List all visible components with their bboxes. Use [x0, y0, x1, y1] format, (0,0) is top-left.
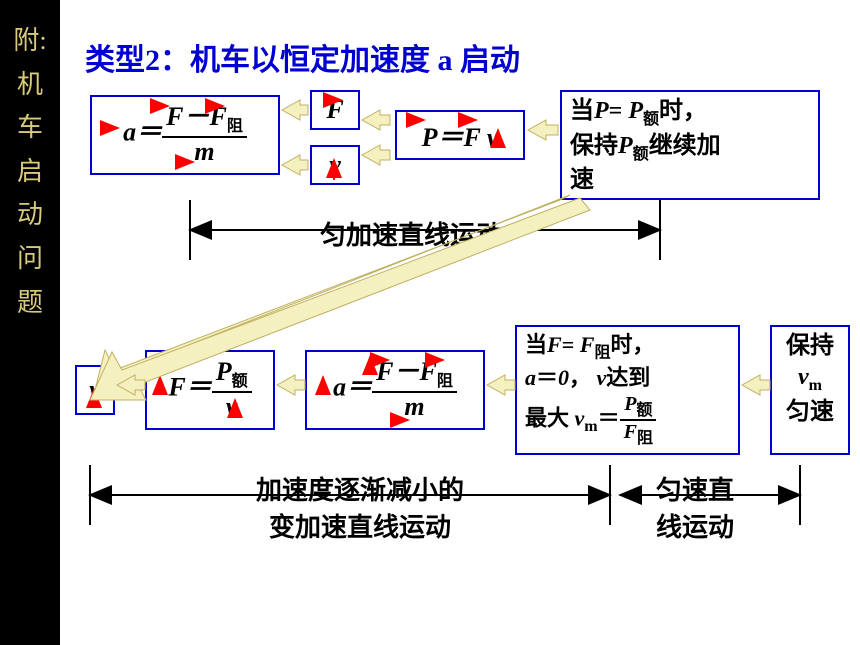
var-Pe: P	[618, 133, 633, 159]
txt: 当	[570, 98, 594, 124]
minus: －	[183, 102, 209, 131]
formula-box-v2: v	[75, 365, 115, 415]
sidebar-char: 机	[0, 64, 60, 106]
text-box-vm: 保持 vm 匀速	[770, 325, 850, 455]
formula-box-a2: a＝F－F阻m	[305, 350, 485, 430]
eq: ＝	[437, 123, 463, 152]
var-P: P	[422, 123, 438, 152]
sidebar-char: 附:	[0, 20, 60, 62]
txt: 达到	[606, 365, 650, 390]
txt: 最大	[525, 405, 575, 430]
txt: =	[562, 332, 580, 357]
sidebar-char: 动	[0, 194, 60, 236]
var-F: F	[376, 357, 393, 386]
sub-zu: 阻	[227, 119, 243, 136]
phase-label-1: 匀加速直线运动	[320, 215, 502, 252]
sub-zu: 阻	[637, 430, 653, 447]
formula-box-F-Pv: F＝P额v	[145, 350, 275, 430]
var-a: a	[333, 373, 346, 402]
sub-m: m	[584, 418, 597, 435]
txt: 继续加	[649, 133, 721, 159]
sidebar-char: 题	[0, 282, 60, 324]
var-F: F	[166, 102, 183, 131]
var-v: v	[487, 123, 499, 152]
txt: 当	[525, 332, 547, 357]
txt: 匀速	[786, 399, 834, 425]
sidebar-char: 启	[0, 151, 60, 193]
main-content: 类型2：机车以恒定加速度 a 启动 a＝F－F阻m F v P＝F v 当P= …	[60, 0, 860, 645]
txt: 保持	[570, 133, 618, 159]
var-Fz: F	[580, 332, 595, 357]
eq: ＝	[186, 373, 212, 402]
var-F: F	[547, 332, 562, 357]
var-Fz: F	[420, 357, 437, 386]
phase-label-2: 加速度逐渐减小的 变加速直线运动	[220, 470, 500, 544]
eq: ＝	[536, 365, 558, 390]
var-m: m	[190, 138, 218, 167]
formula-box-a-eq: a＝F－F阻m	[90, 95, 280, 175]
var-F: F	[463, 123, 480, 152]
txt: 时，	[610, 332, 654, 357]
minus: －	[393, 357, 419, 386]
var-v: v	[597, 365, 607, 390]
txt: 时，	[659, 98, 707, 124]
var-Pe: P	[628, 98, 643, 124]
sidebar: 附: 机 车 启 动 问 题	[0, 0, 60, 645]
var-m: m	[400, 393, 428, 422]
var-P: P	[216, 357, 232, 386]
var-Fz: F	[210, 102, 227, 131]
formula-box-F: F	[310, 90, 360, 130]
sidebar-char: 问	[0, 238, 60, 280]
txt: 保持	[786, 333, 834, 359]
txt: ，	[569, 365, 597, 390]
var-a: a	[123, 118, 136, 147]
var-v: v	[89, 375, 101, 405]
var-vm: v	[798, 364, 809, 390]
sub-zu: 阻	[437, 374, 453, 391]
eq: ＝	[346, 373, 372, 402]
var-F: F	[168, 373, 185, 402]
txt: =	[609, 98, 629, 124]
label-line: 线运动	[625, 507, 765, 544]
txt: 速	[570, 167, 594, 193]
sub-e: 额	[232, 374, 248, 391]
var-a: a	[525, 365, 536, 390]
var-P: P	[624, 393, 636, 415]
formula-box-v: v	[310, 145, 360, 185]
val-0: 0	[558, 365, 569, 390]
label-line: 匀速直	[625, 470, 765, 507]
sub-m: m	[809, 377, 822, 394]
label-line: 变加速直线运动	[220, 507, 500, 544]
var-v: v	[329, 150, 341, 180]
var-P: P	[594, 98, 609, 124]
text-box-P-rated: 当P= P额时， 保持P额继续加 速	[560, 90, 820, 200]
phase-label-3: 匀速直 线运动	[625, 470, 765, 544]
var-v: v	[226, 392, 238, 421]
formula-box-P-Fv: P＝F v	[395, 110, 525, 160]
var-vm: v	[575, 405, 585, 430]
sub-e: 额	[636, 402, 652, 419]
eq: ＝	[598, 405, 620, 430]
var-F: F	[326, 95, 343, 125]
page-title: 类型2：机车以恒定加速度 a 启动	[85, 35, 520, 79]
sidebar-char: 车	[0, 107, 60, 149]
eq: ＝	[136, 118, 162, 147]
text-box-F-Fz: 当F= F阻时， a＝0， v达到 最大 vm＝P额F阻	[515, 325, 740, 455]
label-line: 加速度逐渐减小的	[220, 470, 500, 507]
sub-zu: 阻	[594, 344, 610, 361]
sub-e: 额	[633, 145, 649, 162]
var-F: F	[624, 421, 637, 443]
sub-e: 额	[643, 111, 659, 128]
